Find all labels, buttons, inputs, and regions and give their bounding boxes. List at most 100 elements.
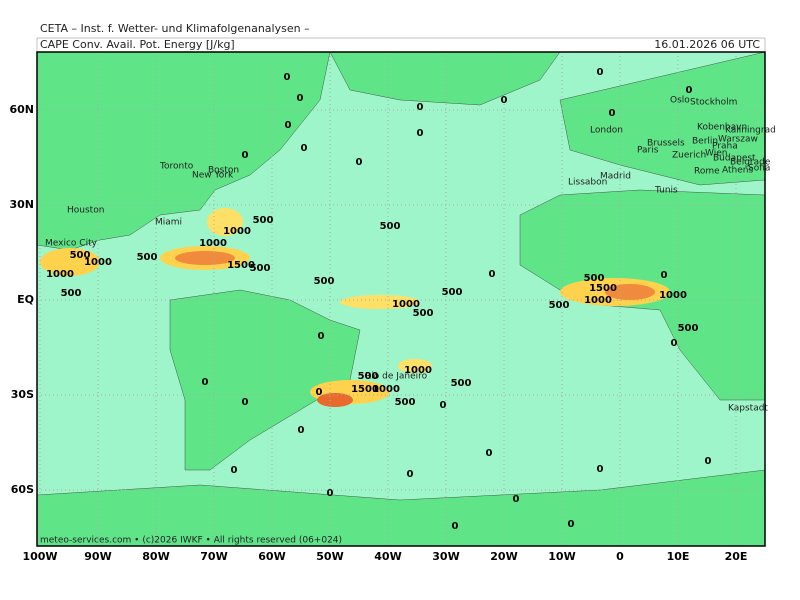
city-label: Wien bbox=[705, 149, 727, 159]
contour-label: 0 bbox=[318, 331, 325, 342]
city-label: Kapstadt bbox=[728, 404, 768, 414]
city-label: Budapest bbox=[713, 154, 756, 164]
contour-label: 0 bbox=[242, 150, 249, 161]
x-tick-label: 50W bbox=[316, 550, 343, 563]
city-label: Sofia bbox=[748, 164, 770, 174]
contour-label: 0 bbox=[513, 494, 520, 505]
contour-label: 500 bbox=[413, 308, 434, 319]
cape-areas bbox=[40, 208, 670, 407]
city-label: Madrid bbox=[600, 172, 631, 182]
contour-label: 500 bbox=[442, 287, 463, 298]
city-label: Tunis bbox=[654, 186, 678, 196]
contour-label: 1000 bbox=[404, 365, 432, 376]
contour-label: 1000 bbox=[584, 295, 612, 306]
header-product: CAPE Conv. Avail. Pot. Energy [J/kg] bbox=[40, 38, 235, 51]
city-label: Rome bbox=[694, 167, 720, 177]
city-label: Belgrade bbox=[730, 158, 771, 168]
city-label: Kobenhavn bbox=[697, 123, 747, 133]
contour-label: 500 bbox=[395, 397, 416, 408]
city-label: Lissabon bbox=[568, 178, 607, 188]
contour-label: 1000 bbox=[46, 269, 74, 280]
contour-label: 500 bbox=[678, 323, 699, 334]
contour-label: 0 bbox=[568, 519, 575, 530]
x-tick-label: 40W bbox=[374, 550, 401, 563]
city-label: Warszaw bbox=[718, 135, 758, 145]
city-label: Kaliningrad bbox=[725, 126, 776, 136]
contour-label: 0 bbox=[661, 270, 668, 281]
contour-label: 0 bbox=[501, 95, 508, 106]
y-tick-label: EQ bbox=[17, 293, 34, 306]
contour-label: 0 bbox=[231, 465, 238, 476]
contour-label: 1500 bbox=[227, 260, 255, 271]
cape-area bbox=[605, 284, 655, 300]
cape-area bbox=[207, 208, 243, 236]
contour-label: 500 bbox=[380, 221, 401, 232]
contour-label: 500 bbox=[70, 250, 91, 261]
city-label: London bbox=[590, 126, 623, 136]
y-tick-label: 60S bbox=[11, 483, 34, 496]
cape-area bbox=[398, 359, 432, 373]
contour-label: 500 bbox=[250, 263, 271, 274]
city-label: Boston bbox=[208, 166, 239, 176]
contour-label: 0 bbox=[316, 387, 323, 398]
contour-label: 0 bbox=[417, 128, 424, 139]
x-tick-label: 0 bbox=[616, 550, 624, 563]
contour-label: 1000 bbox=[199, 238, 227, 249]
contour-label: 0 bbox=[284, 72, 291, 83]
city-label: Rio de Janeiro bbox=[365, 372, 428, 382]
contour-label: 0 bbox=[686, 85, 693, 96]
cape-area bbox=[175, 251, 235, 265]
contour-label: 0 bbox=[301, 143, 308, 154]
contour-label: 0 bbox=[452, 521, 459, 532]
contour-label: 1000 bbox=[392, 299, 420, 310]
contour-label: 0 bbox=[440, 400, 447, 411]
cape-area bbox=[340, 295, 420, 309]
contour-label: 500 bbox=[253, 215, 274, 226]
x-tick-label: 60W bbox=[258, 550, 285, 563]
x-tick-label: 70W bbox=[200, 550, 227, 563]
contour-label: 1000 bbox=[659, 290, 687, 301]
x-tick-label: 20E bbox=[725, 550, 748, 563]
contour-label: 500 bbox=[358, 371, 379, 382]
contour-label: 500 bbox=[137, 252, 158, 263]
contour-label: 0 bbox=[327, 488, 334, 499]
contour-label: 1500 bbox=[589, 283, 617, 294]
header-institute: CETA – Inst. f. Wetter- und Klimafolgena… bbox=[40, 22, 310, 35]
contour-label: 1000 bbox=[372, 384, 400, 395]
contour-label: 1000 bbox=[84, 257, 112, 268]
x-tick-label: 20W bbox=[490, 550, 517, 563]
x-tick-label: 10E bbox=[667, 550, 690, 563]
contour-label: 500 bbox=[584, 273, 605, 284]
city-label: Praha bbox=[712, 142, 738, 152]
contour-label: 500 bbox=[549, 300, 570, 311]
x-tick-label: 80W bbox=[142, 550, 169, 563]
header-time: 16.01.2026 06 UTC bbox=[654, 38, 760, 51]
contour-label: 0 bbox=[486, 448, 493, 459]
contour-label: 500 bbox=[314, 276, 335, 287]
city-label: Miami bbox=[155, 218, 182, 228]
y-tick-label: 60N bbox=[9, 103, 34, 116]
y-tick-label: 30S bbox=[11, 388, 34, 401]
contour-label: 1500 bbox=[351, 384, 379, 395]
y-tick-label: 30N bbox=[9, 198, 34, 211]
contour-label: 1000 bbox=[223, 226, 251, 237]
contour-label: 0 bbox=[671, 338, 678, 349]
footer: meteo-services.com • (c)2026 IWKF • All … bbox=[40, 536, 342, 546]
contour-label: 0 bbox=[609, 108, 616, 119]
cape-area bbox=[317, 393, 353, 407]
city-label: Athens bbox=[722, 166, 753, 176]
city-label: New York bbox=[192, 171, 234, 181]
contour-label: 500 bbox=[61, 288, 82, 299]
city-label: Zuerich bbox=[672, 151, 706, 161]
city-label: Paris bbox=[637, 146, 659, 156]
contour-label: 0 bbox=[407, 469, 414, 480]
contour-label: 0 bbox=[297, 93, 304, 104]
city-label: Brussels bbox=[647, 139, 685, 149]
contour-label: 0 bbox=[242, 397, 249, 408]
x-tick-label: 30W bbox=[432, 550, 459, 563]
contour-label: 0 bbox=[356, 157, 363, 168]
map-frame bbox=[36, 51, 766, 547]
x-tick-label: 10W bbox=[548, 550, 575, 563]
